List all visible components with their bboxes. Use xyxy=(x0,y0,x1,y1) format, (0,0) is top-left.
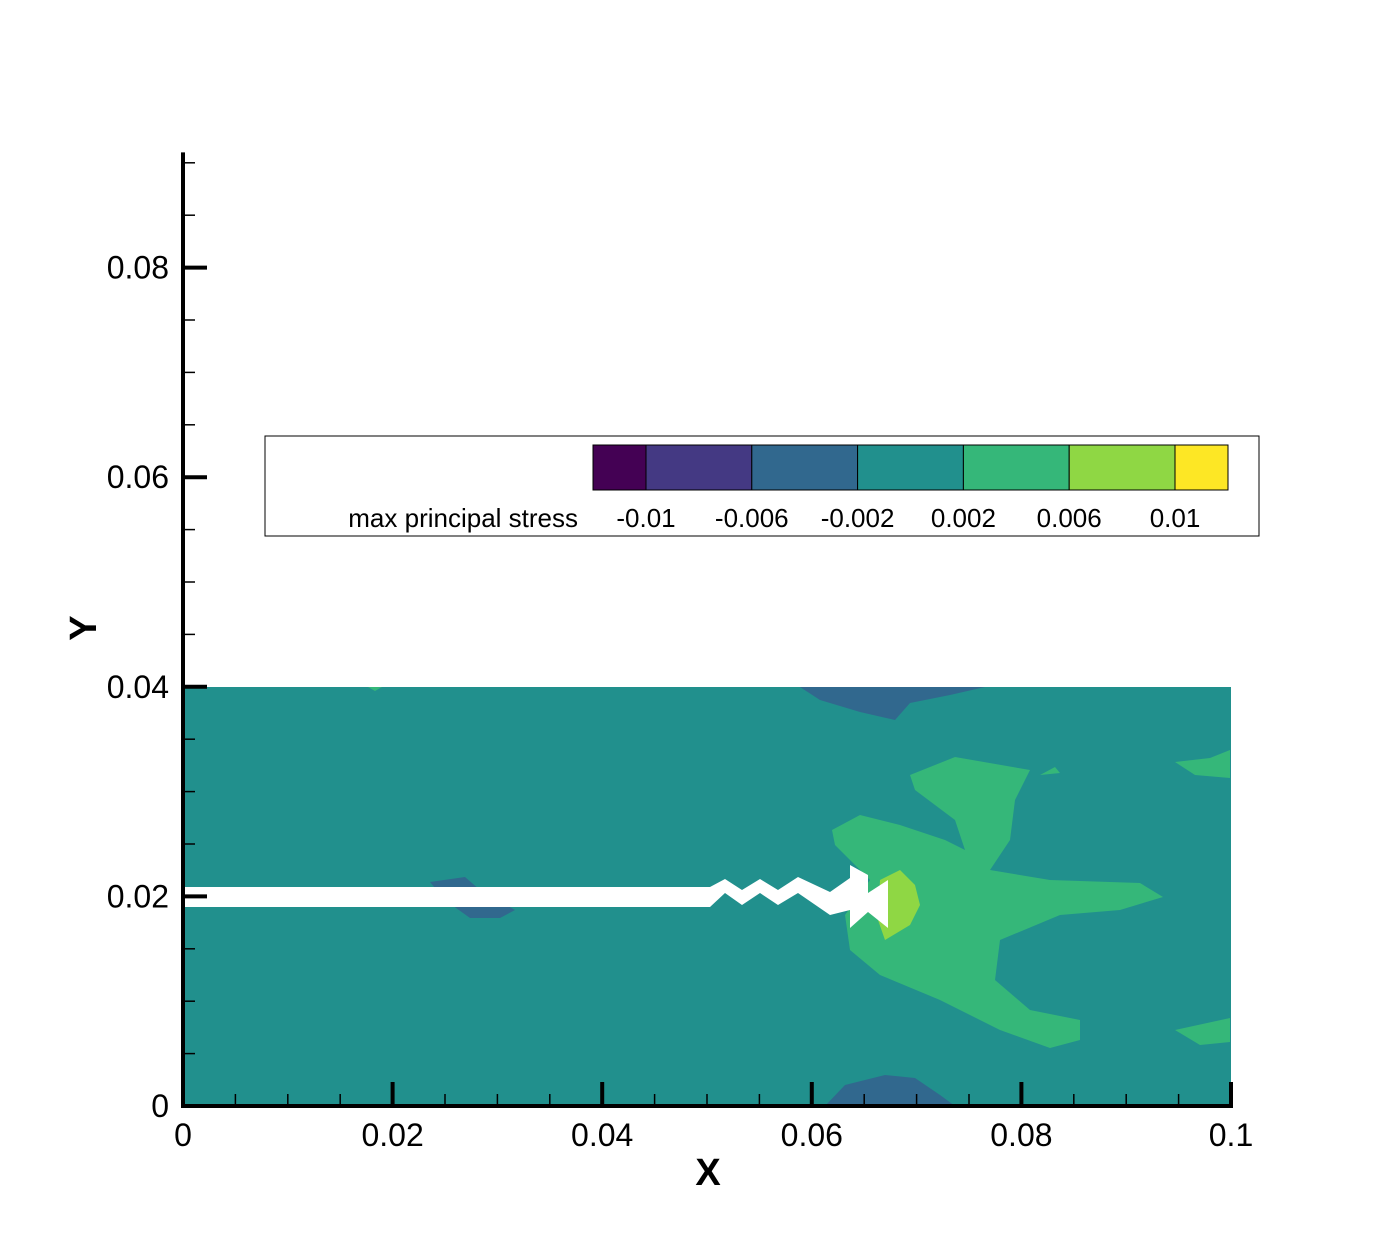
legend-swatch xyxy=(857,444,964,491)
legend-swatch xyxy=(645,444,753,491)
legend-swatch xyxy=(1068,444,1176,491)
legend-swatch xyxy=(592,444,647,491)
contour-region xyxy=(1040,767,1060,775)
legend-level-label: -0.006 xyxy=(715,503,789,533)
contour-region xyxy=(1175,1018,1230,1045)
contour-region xyxy=(368,687,382,691)
contour-region xyxy=(832,757,1163,1048)
x-axis-label: X xyxy=(695,1152,721,1194)
y-tick-label: 0.04 xyxy=(107,669,169,705)
y-tick-label: 0.06 xyxy=(107,459,169,495)
legend-level-label: 0.006 xyxy=(1037,503,1102,533)
y-axis-label: Y xyxy=(63,615,105,640)
contour-region xyxy=(1175,750,1230,778)
x-tick-label: 0.06 xyxy=(781,1117,843,1153)
y-tick-label: 0 xyxy=(151,1088,169,1124)
x-tick-label: 0 xyxy=(174,1117,192,1153)
x-tick-label: 0.1 xyxy=(1209,1117,1253,1153)
contour-region xyxy=(825,1075,955,1106)
contour-field xyxy=(183,687,1231,1106)
legend-level-label: -0.01 xyxy=(616,503,675,533)
legend-level-label: 0.002 xyxy=(931,503,996,533)
contour-region xyxy=(800,687,985,720)
y-tick-label: 0.08 xyxy=(107,250,169,286)
legend-swatch xyxy=(962,444,1070,491)
x-tick-label: 0.02 xyxy=(361,1117,423,1153)
y-tick-label: 0.02 xyxy=(107,878,169,914)
contour-region xyxy=(878,870,920,940)
x-tick-label: 0.04 xyxy=(571,1117,633,1153)
legend-swatch xyxy=(1174,444,1229,491)
legend-title: max principal stress xyxy=(348,503,578,533)
legend-swatch xyxy=(751,444,859,491)
legend-level-label: -0.002 xyxy=(821,503,895,533)
legend-level-label: 0.01 xyxy=(1150,503,1201,533)
x-tick-label: 0.08 xyxy=(990,1117,1052,1153)
crack xyxy=(183,865,888,928)
